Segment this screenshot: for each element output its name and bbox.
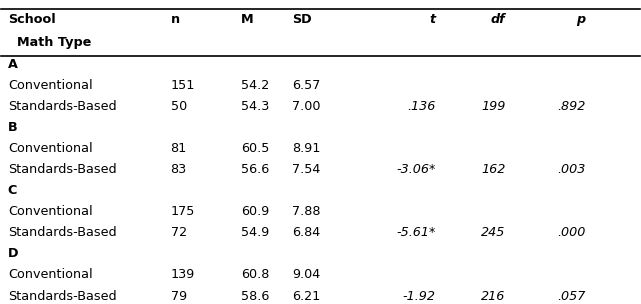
Text: School: School bbox=[8, 13, 56, 26]
Text: 216: 216 bbox=[481, 289, 506, 302]
Text: n: n bbox=[171, 13, 179, 26]
Text: 9.04: 9.04 bbox=[292, 268, 320, 282]
Text: 7.54: 7.54 bbox=[292, 163, 320, 176]
Text: Standards-Based: Standards-Based bbox=[8, 163, 117, 176]
Text: 56.6: 56.6 bbox=[241, 163, 269, 176]
Text: 8.91: 8.91 bbox=[292, 142, 320, 155]
Text: Conventional: Conventional bbox=[8, 268, 92, 282]
Text: Standards-Based: Standards-Based bbox=[8, 289, 117, 302]
Text: 50: 50 bbox=[171, 100, 187, 113]
Text: 6.84: 6.84 bbox=[292, 226, 320, 239]
Text: 60.9: 60.9 bbox=[241, 205, 269, 218]
Text: 199: 199 bbox=[481, 100, 506, 113]
Text: C: C bbox=[8, 184, 17, 197]
Text: 54.2: 54.2 bbox=[241, 79, 269, 92]
Text: 6.57: 6.57 bbox=[292, 79, 320, 92]
Text: D: D bbox=[8, 247, 19, 260]
Text: A: A bbox=[8, 58, 18, 71]
Text: Conventional: Conventional bbox=[8, 205, 92, 218]
Text: .000: .000 bbox=[557, 226, 585, 239]
Text: Math Type: Math Type bbox=[8, 36, 91, 49]
Text: 81: 81 bbox=[171, 142, 187, 155]
Text: 60.5: 60.5 bbox=[241, 142, 269, 155]
Text: -3.06*: -3.06* bbox=[396, 163, 435, 176]
Text: M: M bbox=[241, 13, 253, 26]
Text: 79: 79 bbox=[171, 289, 187, 302]
Text: df: df bbox=[491, 13, 506, 26]
Text: t: t bbox=[429, 13, 435, 26]
Text: .003: .003 bbox=[557, 163, 585, 176]
Text: 139: 139 bbox=[171, 268, 195, 282]
Text: 60.8: 60.8 bbox=[241, 268, 269, 282]
Text: .892: .892 bbox=[557, 100, 585, 113]
Text: 175: 175 bbox=[171, 205, 195, 218]
Text: 245: 245 bbox=[481, 226, 506, 239]
Text: 54.3: 54.3 bbox=[241, 100, 269, 113]
Text: 7.00: 7.00 bbox=[292, 100, 320, 113]
Text: -5.61*: -5.61* bbox=[396, 226, 435, 239]
Text: .136: .136 bbox=[407, 100, 435, 113]
Text: 162: 162 bbox=[481, 163, 506, 176]
Text: 151: 151 bbox=[171, 79, 195, 92]
Text: p: p bbox=[576, 13, 585, 26]
Text: .057: .057 bbox=[557, 289, 585, 302]
Text: 7.88: 7.88 bbox=[292, 205, 320, 218]
Text: SD: SD bbox=[292, 13, 312, 26]
Text: B: B bbox=[8, 121, 17, 134]
Text: 72: 72 bbox=[171, 226, 187, 239]
Text: Standards-Based: Standards-Based bbox=[8, 226, 117, 239]
Text: Conventional: Conventional bbox=[8, 142, 92, 155]
Text: 83: 83 bbox=[171, 163, 187, 176]
Text: Conventional: Conventional bbox=[8, 79, 92, 92]
Text: 6.21: 6.21 bbox=[292, 289, 320, 302]
Text: 54.9: 54.9 bbox=[241, 226, 269, 239]
Text: -1.92: -1.92 bbox=[403, 289, 435, 302]
Text: Standards-Based: Standards-Based bbox=[8, 100, 117, 113]
Text: 58.6: 58.6 bbox=[241, 289, 269, 302]
